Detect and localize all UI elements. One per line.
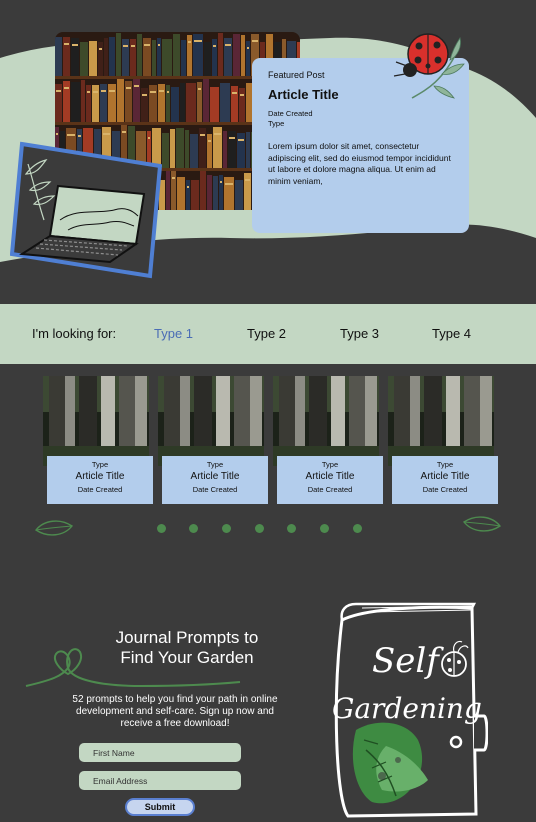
featured-type: Type — [268, 119, 285, 128]
carousel-dot[interactable] — [189, 524, 198, 533]
article-type: Type — [206, 460, 224, 469]
article-card-info: Type Article Title Date Created — [392, 456, 498, 504]
submit-button[interactable]: Submit — [125, 798, 195, 816]
featured-post-card[interactable]: Featured Post Article Title Date Created… — [252, 58, 469, 233]
featured-excerpt: Lorem ipsum dolor sit amet, consectetur … — [268, 141, 451, 186]
laptop-icon — [10, 141, 162, 279]
filter-tab-type-2[interactable]: Type 2 — [247, 326, 287, 341]
journal-title-line-1: Self — [372, 641, 444, 681]
article-date: Date Created — [422, 485, 468, 494]
article-date: Date Created — [77, 485, 123, 494]
forest-photo — [43, 376, 149, 466]
promo-title-line-1: Journal Prompts to — [115, 628, 259, 647]
article-type: Type — [436, 460, 454, 469]
article-card[interactable]: Type Article Title Date Created — [273, 376, 383, 504]
filter-tab-type-4[interactable]: Type 4 — [432, 326, 472, 341]
carousel-dot[interactable] — [320, 524, 329, 533]
carousel-dot[interactable] — [157, 524, 166, 533]
article-card-row: Type Article Title Date Created Type Art… — [0, 376, 536, 506]
carousel-dot[interactable] — [222, 524, 231, 533]
forest-photo — [273, 376, 379, 466]
article-date: Date Created — [307, 485, 353, 494]
article-date: Date Created — [192, 485, 238, 494]
article-title[interactable]: Article Title — [190, 471, 240, 482]
article-card[interactable]: Type Article Title Date Created — [388, 376, 498, 504]
article-card[interactable]: Type Article Title Date Created — [43, 376, 153, 504]
carousel-dots — [0, 524, 536, 534]
article-title[interactable]: Article Title — [75, 471, 125, 482]
carousel-dot[interactable] — [255, 524, 264, 533]
journal-title-line-2: Gardening — [332, 692, 482, 725]
ladybug-icon — [393, 33, 465, 99]
leaf-right-icon — [462, 516, 502, 532]
article-type: Type — [91, 460, 109, 469]
email-field[interactable] — [79, 771, 241, 790]
article-card-info: Type Article Title Date Created — [47, 456, 153, 504]
filter-bar: I'm looking for: Type 1 Type 2 Type 3 Ty… — [0, 304, 536, 364]
featured-title[interactable]: Article Title — [268, 87, 339, 102]
heart-swirl-icon — [25, 648, 241, 688]
featured-kicker: Featured Post — [268, 70, 325, 80]
article-card-info: Type Article Title Date Created — [162, 456, 268, 504]
article-card[interactable]: Type Article Title Date Created — [158, 376, 268, 504]
filter-label: I'm looking for: — [32, 326, 117, 341]
filter-tab-type-3[interactable]: Type 3 — [340, 326, 380, 341]
featured-date: Date Created — [268, 109, 313, 118]
hero-section: Featured Post Article Title Date Created… — [0, 0, 536, 279]
article-title[interactable]: Article Title — [420, 471, 470, 482]
article-card-info: Type Article Title Date Created — [277, 456, 383, 504]
journal-book-illustration: Self Gardening — [332, 602, 488, 818]
promo-title-line-2: Find Your Garden — [120, 648, 254, 667]
carousel-dot[interactable] — [353, 524, 362, 533]
article-title[interactable]: Article Title — [305, 471, 355, 482]
first-name-field[interactable] — [79, 743, 241, 762]
promo-title: Journal Prompts to Find Your Garden — [62, 628, 312, 668]
forest-photo — [158, 376, 264, 466]
carousel-dot[interactable] — [287, 524, 296, 533]
article-type: Type — [321, 460, 339, 469]
filter-tab-type-1[interactable]: Type 1 — [154, 326, 194, 341]
leaf-left-icon — [34, 520, 74, 536]
promo-description: 52 prompts to help you find your path in… — [72, 694, 278, 729]
forest-photo — [388, 376, 494, 466]
